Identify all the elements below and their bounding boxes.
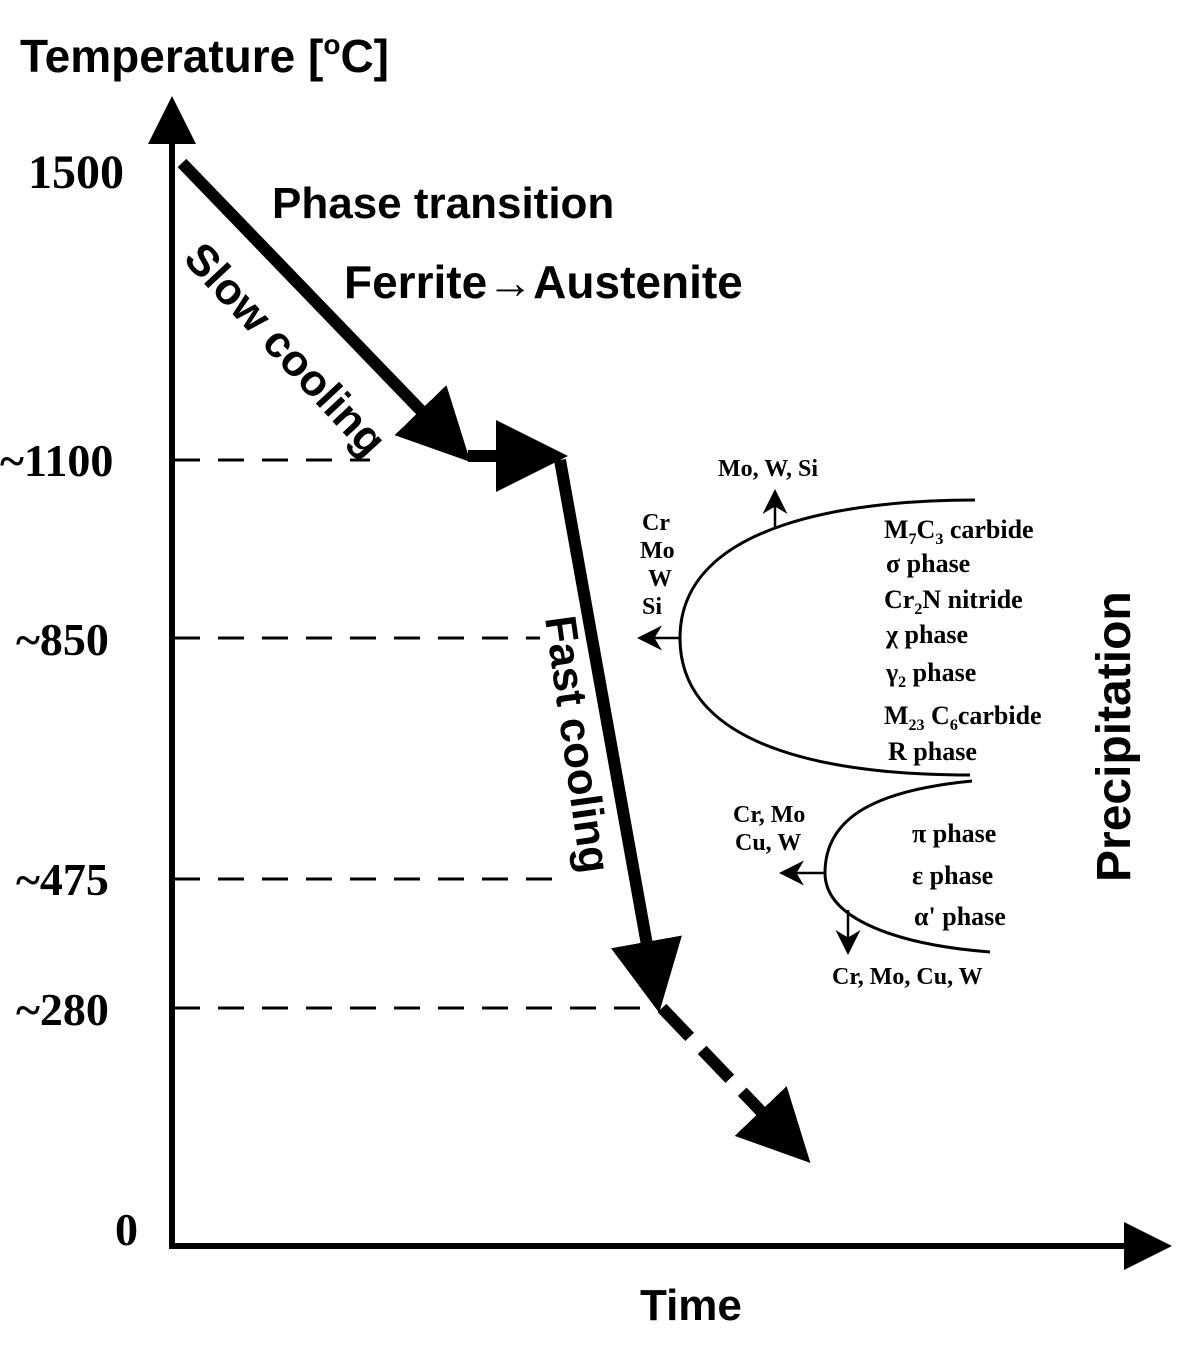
phase-pi: π phase: [912, 819, 996, 848]
phase-sigma: σ phase: [886, 549, 970, 578]
upper-left-element-w: W: [648, 566, 672, 592]
phase-transition-label: Phase transition: [272, 179, 614, 228]
fast-cooling-arrow: [554, 458, 682, 1013]
slow-cooling-arrow: [177, 158, 471, 462]
phase-alpha-prime: α' phase: [914, 902, 1006, 931]
upper-top-arrow-label: Mo, W, Si: [718, 456, 818, 482]
phase-gamma2: γ2 phase: [885, 658, 976, 691]
phase-cr2n: Cr2N nitride: [884, 585, 1023, 618]
phase-m23c6: M23 C6carbide: [884, 701, 1042, 734]
tick-280: ~280: [16, 984, 109, 1035]
phase-chi: χ phase: [885, 620, 968, 649]
upper-left-element-si: Si: [642, 594, 662, 620]
tick-1500: 1500: [28, 146, 124, 199]
lower-left-elements-1: Cr, Mo: [733, 802, 805, 828]
tick-1100: ~1100: [0, 435, 113, 486]
upper-left-element-mo: Mo: [640, 538, 675, 564]
tick-0: 0: [115, 1204, 138, 1255]
lower-bottom-arrow-label: Cr, Mo, Cu, W: [832, 964, 983, 990]
continued-cooling-dashed-arrow: [657, 1003, 811, 1163]
ferrite-austenite-label: Ferrite→Austenite: [344, 256, 743, 308]
y-axis-title: Temperature [oC]: [20, 29, 389, 82]
tick-475: ~475: [16, 854, 109, 905]
phase-m7c3: M7C3 carbide: [884, 515, 1034, 548]
phase-epsilon: ε phase: [912, 861, 993, 890]
tick-850: ~850: [16, 614, 109, 665]
upper-left-element-cr: Cr: [642, 510, 670, 536]
lower-left-elements-2: Cu, W: [735, 830, 801, 856]
x-axis-title: Time: [640, 1281, 742, 1330]
precipitation-label: Precipitation: [1088, 591, 1141, 882]
phase-r: R phase: [888, 737, 977, 766]
